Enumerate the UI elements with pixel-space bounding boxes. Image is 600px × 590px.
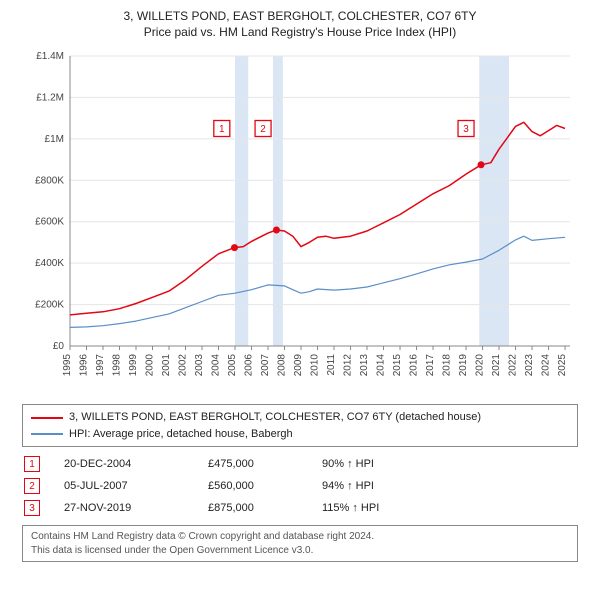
sale-price: £475,000 <box>208 458 298 470</box>
svg-text:2022: 2022 <box>508 354 519 377</box>
legend-item: HPI: Average price, detached house, Babe… <box>31 426 569 443</box>
svg-text:2012: 2012 <box>343 354 354 377</box>
svg-text:2018: 2018 <box>442 354 453 377</box>
sale-date: 05-JUL-2007 <box>64 480 184 492</box>
svg-text:£400K: £400K <box>35 259 64 270</box>
svg-text:2025: 2025 <box>557 354 568 377</box>
title-address: 3, WILLETS POND, EAST BERGHOLT, COLCHEST… <box>10 8 590 24</box>
svg-text:£1.2M: £1.2M <box>36 93 64 104</box>
sales-row: 2 05-JUL-2007 £560,000 94% ↑ HPI <box>22 475 578 497</box>
svg-text:2: 2 <box>260 124 266 135</box>
footer-line1: Contains HM Land Registry data © Crown c… <box>31 530 569 544</box>
sales-row: 3 27-NOV-2019 £875,000 115% ↑ HPI <box>22 497 578 519</box>
svg-text:2011: 2011 <box>326 354 337 376</box>
svg-text:£0: £0 <box>53 341 65 352</box>
chart-container: 3, WILLETS POND, EAST BERGHOLT, COLCHEST… <box>0 0 600 590</box>
svg-text:2009: 2009 <box>293 354 304 377</box>
svg-text:2010: 2010 <box>310 354 321 377</box>
svg-text:2004: 2004 <box>211 354 222 377</box>
chart-area: £0 £200K £400K £600K £800K £1M £1.2M £1.4M 1995 1… <box>22 46 578 396</box>
legend-item: 3, WILLETS POND, EAST BERGHOLT, COLCHEST… <box>31 409 569 426</box>
svg-text:2002: 2002 <box>178 354 189 377</box>
svg-text:1999: 1999 <box>128 354 139 377</box>
svg-text:£600K: £600K <box>35 217 64 228</box>
sale-date: 27-NOV-2019 <box>64 502 184 514</box>
svg-text:1995: 1995 <box>62 354 73 377</box>
sales-table: 1 20-DEC-2004 £475,000 90% ↑ HPI 2 05-JU… <box>22 453 578 519</box>
sale-price: £875,000 <box>208 502 298 514</box>
sale-marker-2: 2 <box>24 478 40 494</box>
svg-text:2017: 2017 <box>425 354 436 377</box>
svg-text:2005: 2005 <box>227 354 238 377</box>
svg-text:2024: 2024 <box>541 354 552 377</box>
legend-label: 3, WILLETS POND, EAST BERGHOLT, COLCHEST… <box>69 409 481 426</box>
line-chart-svg: £0 £200K £400K £600K £800K £1M £1.2M £1.4M 1995 1… <box>22 46 578 396</box>
svg-text:2016: 2016 <box>409 354 420 377</box>
svg-text:2006: 2006 <box>244 354 255 377</box>
svg-text:£800K: £800K <box>35 176 64 187</box>
sale-pct: 90% ↑ HPI <box>322 458 442 470</box>
sales-row: 1 20-DEC-2004 £475,000 90% ↑ HPI <box>22 453 578 475</box>
sale-pct: 94% ↑ HPI <box>322 480 442 492</box>
svg-text:3: 3 <box>463 124 469 135</box>
svg-text:2000: 2000 <box>145 354 156 377</box>
svg-text:1996: 1996 <box>79 354 90 377</box>
svg-text:1: 1 <box>219 124 225 135</box>
svg-text:2013: 2013 <box>359 354 370 377</box>
svg-text:2003: 2003 <box>194 354 205 377</box>
sale-date: 20-DEC-2004 <box>64 458 184 470</box>
sale-marker-1: 1 <box>24 456 40 472</box>
legend-box: 3, WILLETS POND, EAST BERGHOLT, COLCHEST… <box>22 404 578 447</box>
svg-text:£1M: £1M <box>45 134 64 145</box>
legend-swatch <box>31 417 63 419</box>
legend-label: HPI: Average price, detached house, Babe… <box>69 426 293 443</box>
sale-pct: 115% ↑ HPI <box>322 502 442 514</box>
sale-marker-3: 3 <box>24 500 40 516</box>
footer-line2: This data is licensed under the Open Gov… <box>31 544 569 558</box>
title-block: 3, WILLETS POND, EAST BERGHOLT, COLCHEST… <box>10 8 590 40</box>
svg-text:2008: 2008 <box>277 354 288 377</box>
svg-text:£200K: £200K <box>35 300 64 311</box>
legend-swatch <box>31 433 63 435</box>
svg-text:1997: 1997 <box>95 354 106 377</box>
svg-text:2020: 2020 <box>475 354 486 377</box>
svg-text:1998: 1998 <box>112 354 123 377</box>
title-subtitle: Price paid vs. HM Land Registry's House … <box>10 24 590 40</box>
svg-text:2014: 2014 <box>376 354 387 377</box>
svg-text:2001: 2001 <box>161 354 172 377</box>
footer-box: Contains HM Land Registry data © Crown c… <box>22 525 578 562</box>
svg-text:2021: 2021 <box>491 354 502 377</box>
svg-text:2015: 2015 <box>392 354 403 377</box>
svg-text:£1.4M: £1.4M <box>36 51 64 62</box>
svg-text:2019: 2019 <box>458 354 469 377</box>
sale-price: £560,000 <box>208 480 298 492</box>
svg-text:2007: 2007 <box>260 354 271 377</box>
svg-text:2023: 2023 <box>524 354 535 377</box>
